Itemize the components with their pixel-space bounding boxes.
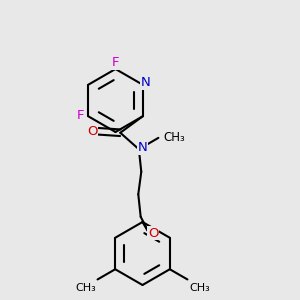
Text: CH₃: CH₃ [189,283,210,293]
Text: F: F [77,109,85,122]
Text: N: N [140,76,150,89]
Text: CH₃: CH₃ [75,283,96,293]
Text: CH₃: CH₃ [164,131,185,144]
Text: O: O [148,227,158,240]
Text: F: F [112,56,119,69]
Text: N: N [138,141,147,154]
Text: O: O [87,125,98,138]
